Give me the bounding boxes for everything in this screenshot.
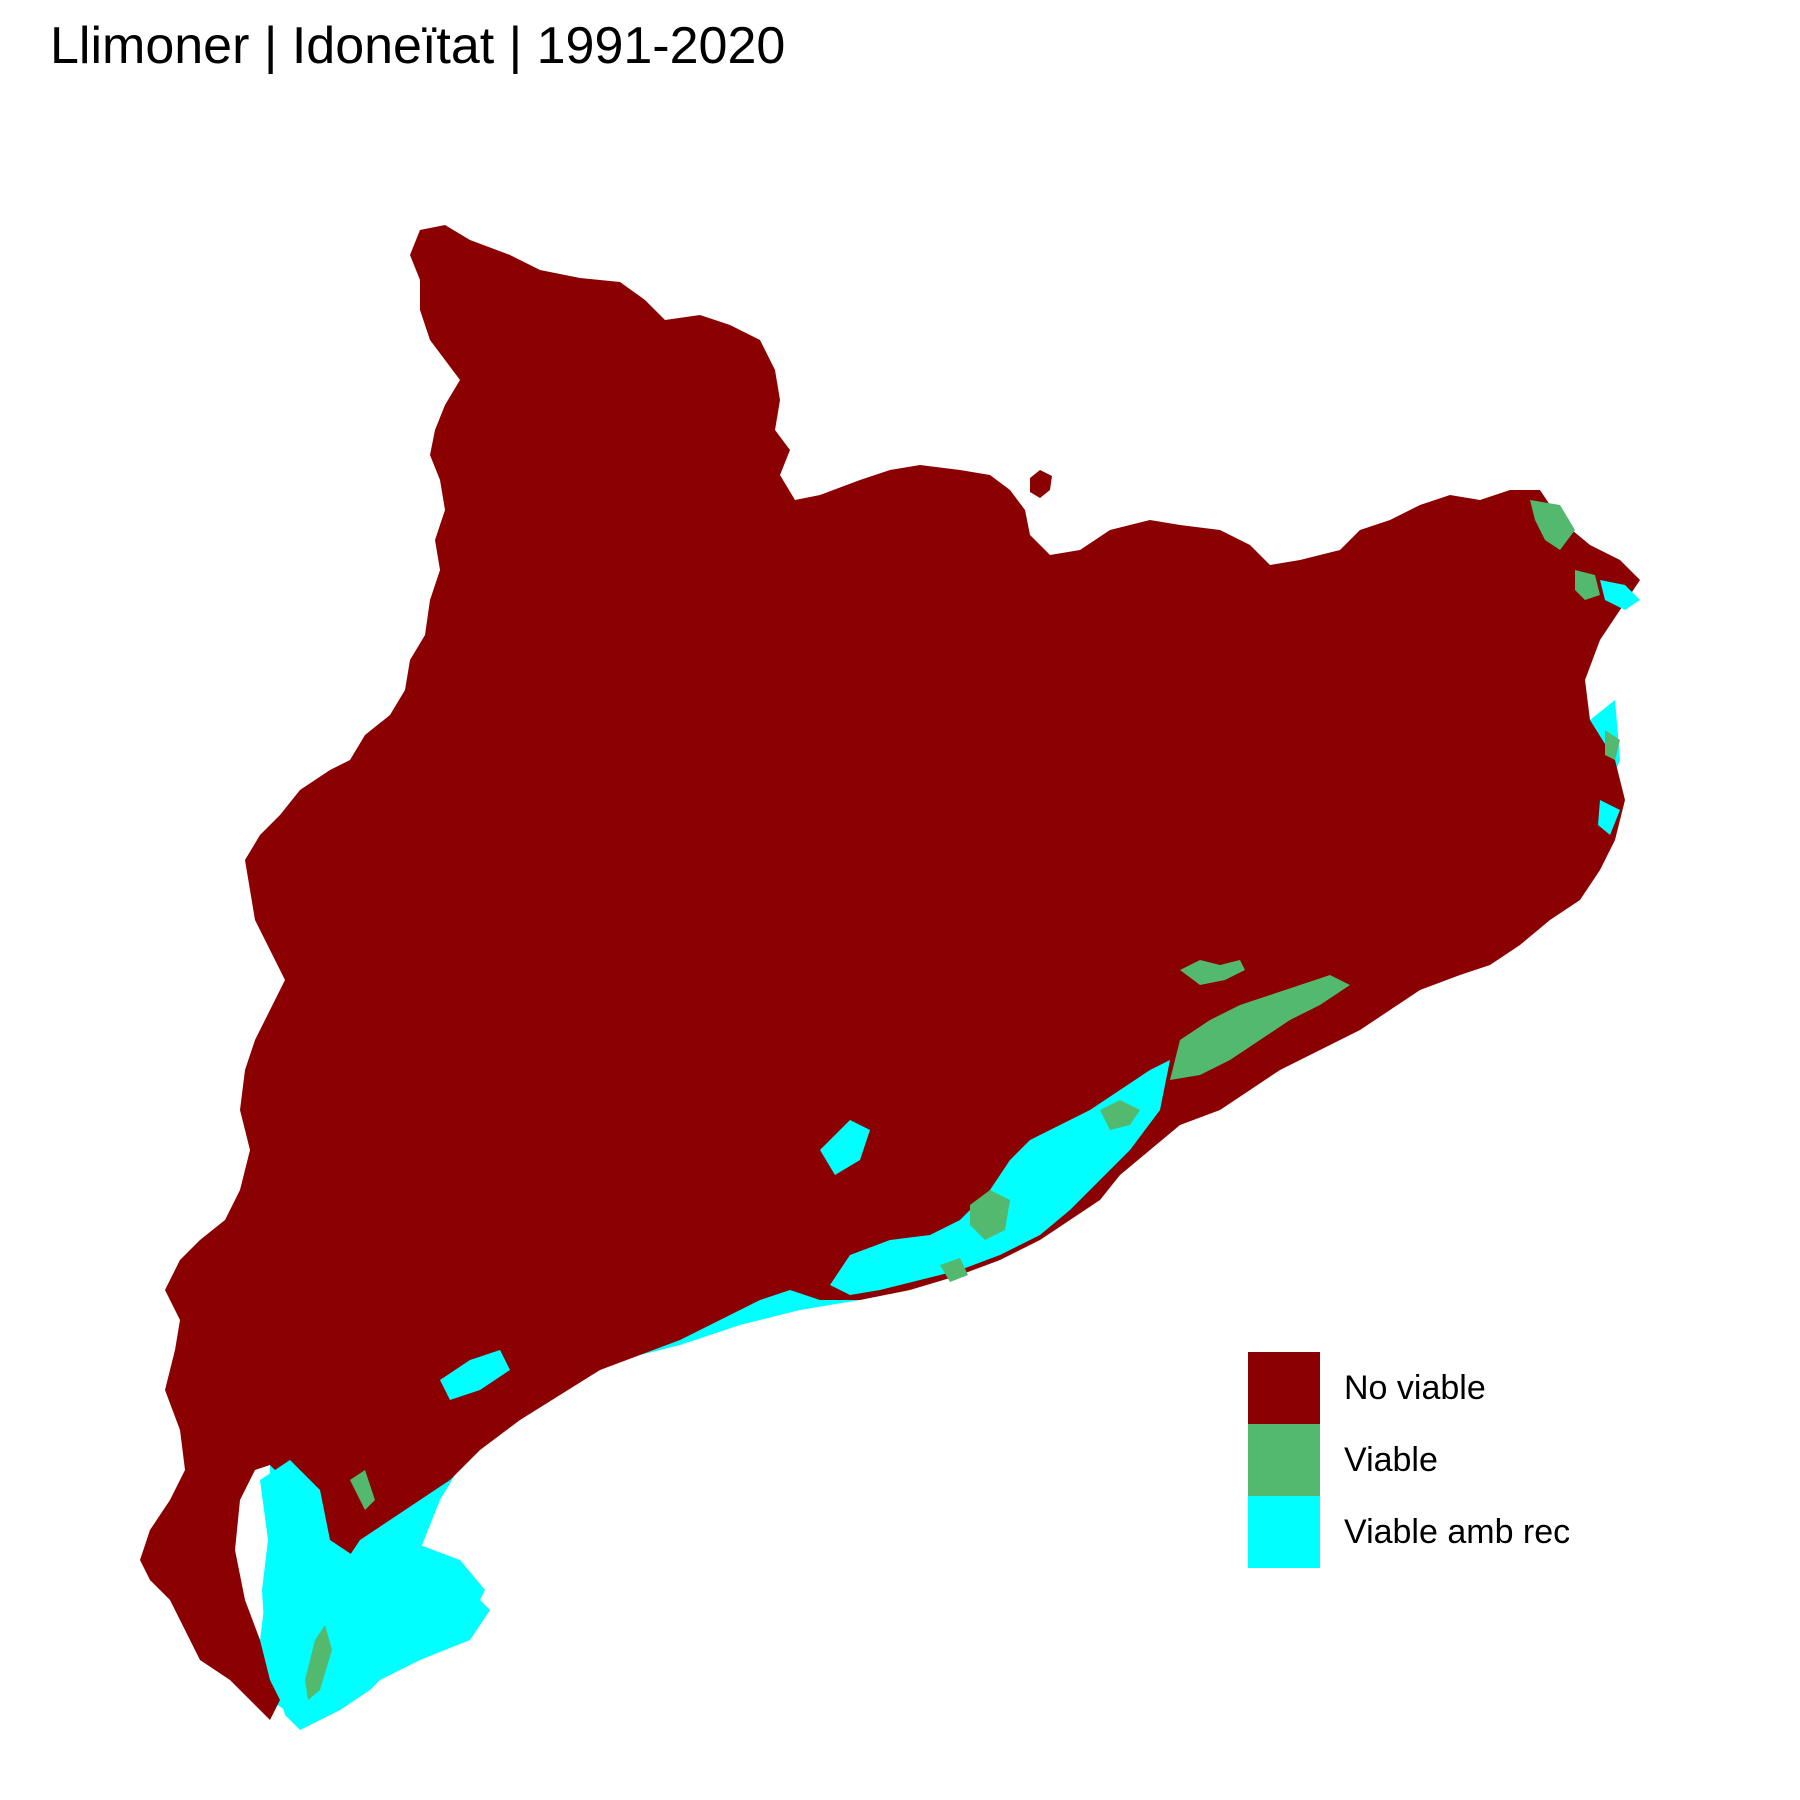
region-viable-amb-rec-ne-2 <box>1598 800 1620 835</box>
region-no-viable-exclave <box>1030 470 1052 498</box>
legend: No viable Viable Viable amb rec <box>1248 1352 1570 1568</box>
region-viable-coast-4 <box>940 1258 968 1282</box>
region-viable-amb-rec-central-coast <box>830 1060 1170 1295</box>
region-viable-coast-2 <box>1100 1100 1140 1130</box>
legend-swatch-viable <box>1248 1424 1320 1496</box>
legend-label-viable-amb-rec: Viable amb rec <box>1344 1512 1571 1551</box>
region-viable-inland <box>1180 960 1245 985</box>
region-viable-coast-1 <box>1170 975 1350 1080</box>
region-viable-ne-1 <box>1530 500 1575 550</box>
region-viable-south-1 <box>350 1470 375 1510</box>
legend-swatch-viable-amb-rec <box>1248 1496 1320 1568</box>
legend-item-viable-amb-rec: Viable amb rec <box>1248 1496 1570 1568</box>
region-viable-amb-rec-ne-1 <box>1600 580 1640 610</box>
legend-label-viable: Viable <box>1344 1440 1438 1479</box>
region-viable-coast-3 <box>970 1190 1010 1240</box>
legend-label-no-viable: No viable <box>1344 1368 1486 1407</box>
legend-item-viable: Viable <box>1248 1424 1570 1496</box>
region-viable-amb-rec-inland-1 <box>820 1120 870 1175</box>
region-viable-ne-3 <box>1605 730 1620 760</box>
region-viable-delta-island <box>305 1625 332 1700</box>
region-viable-ne-2 <box>1575 570 1600 600</box>
map-title: Llimoner | Idoneïtat | 1991-2020 <box>50 17 786 75</box>
region-viable-amb-rec-inland-2 <box>440 1350 510 1400</box>
legend-swatch-no-viable <box>1248 1352 1320 1424</box>
legend-item-no-viable: No viable <box>1248 1352 1570 1424</box>
region-no-viable <box>140 225 1640 1720</box>
